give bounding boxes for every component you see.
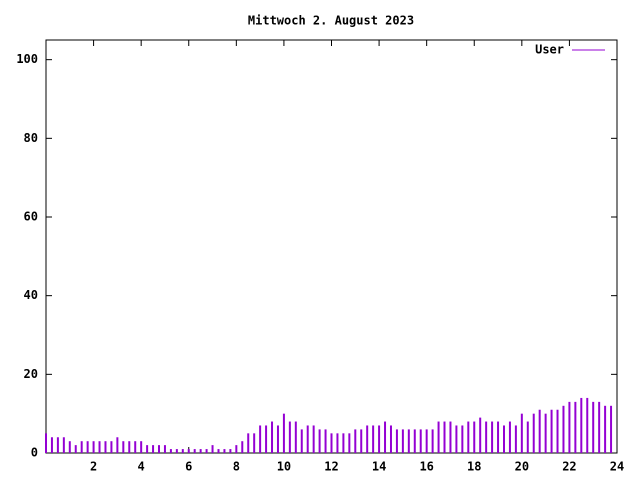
y-tick-label: 20 [24,367,38,381]
x-tick-label: 20 [515,460,529,474]
y-tick-label: 40 [24,288,38,302]
x-tick-label: 18 [467,460,481,474]
y-tick-label: 60 [24,210,38,224]
x-tick-label: 4 [138,460,145,474]
x-tick-label: 22 [562,460,576,474]
x-tick-label: 24 [610,460,624,474]
x-tick-label: 10 [277,460,291,474]
chart-title: Mittwoch 2. August 2023 [248,14,414,28]
x-tick-label: 6 [185,460,192,474]
x-tick-label: 2 [90,460,97,474]
y-tick-label: 0 [31,446,38,460]
legend-label: User [535,43,564,57]
y-tick-label: 100 [16,52,38,66]
x-tick-label: 12 [324,460,338,474]
y-tick-label: 80 [24,131,38,145]
x-tick-label: 16 [419,460,433,474]
plot-frame [45,39,618,454]
x-tick-label: 14 [372,460,386,474]
x-tick-label: 8 [233,460,240,474]
